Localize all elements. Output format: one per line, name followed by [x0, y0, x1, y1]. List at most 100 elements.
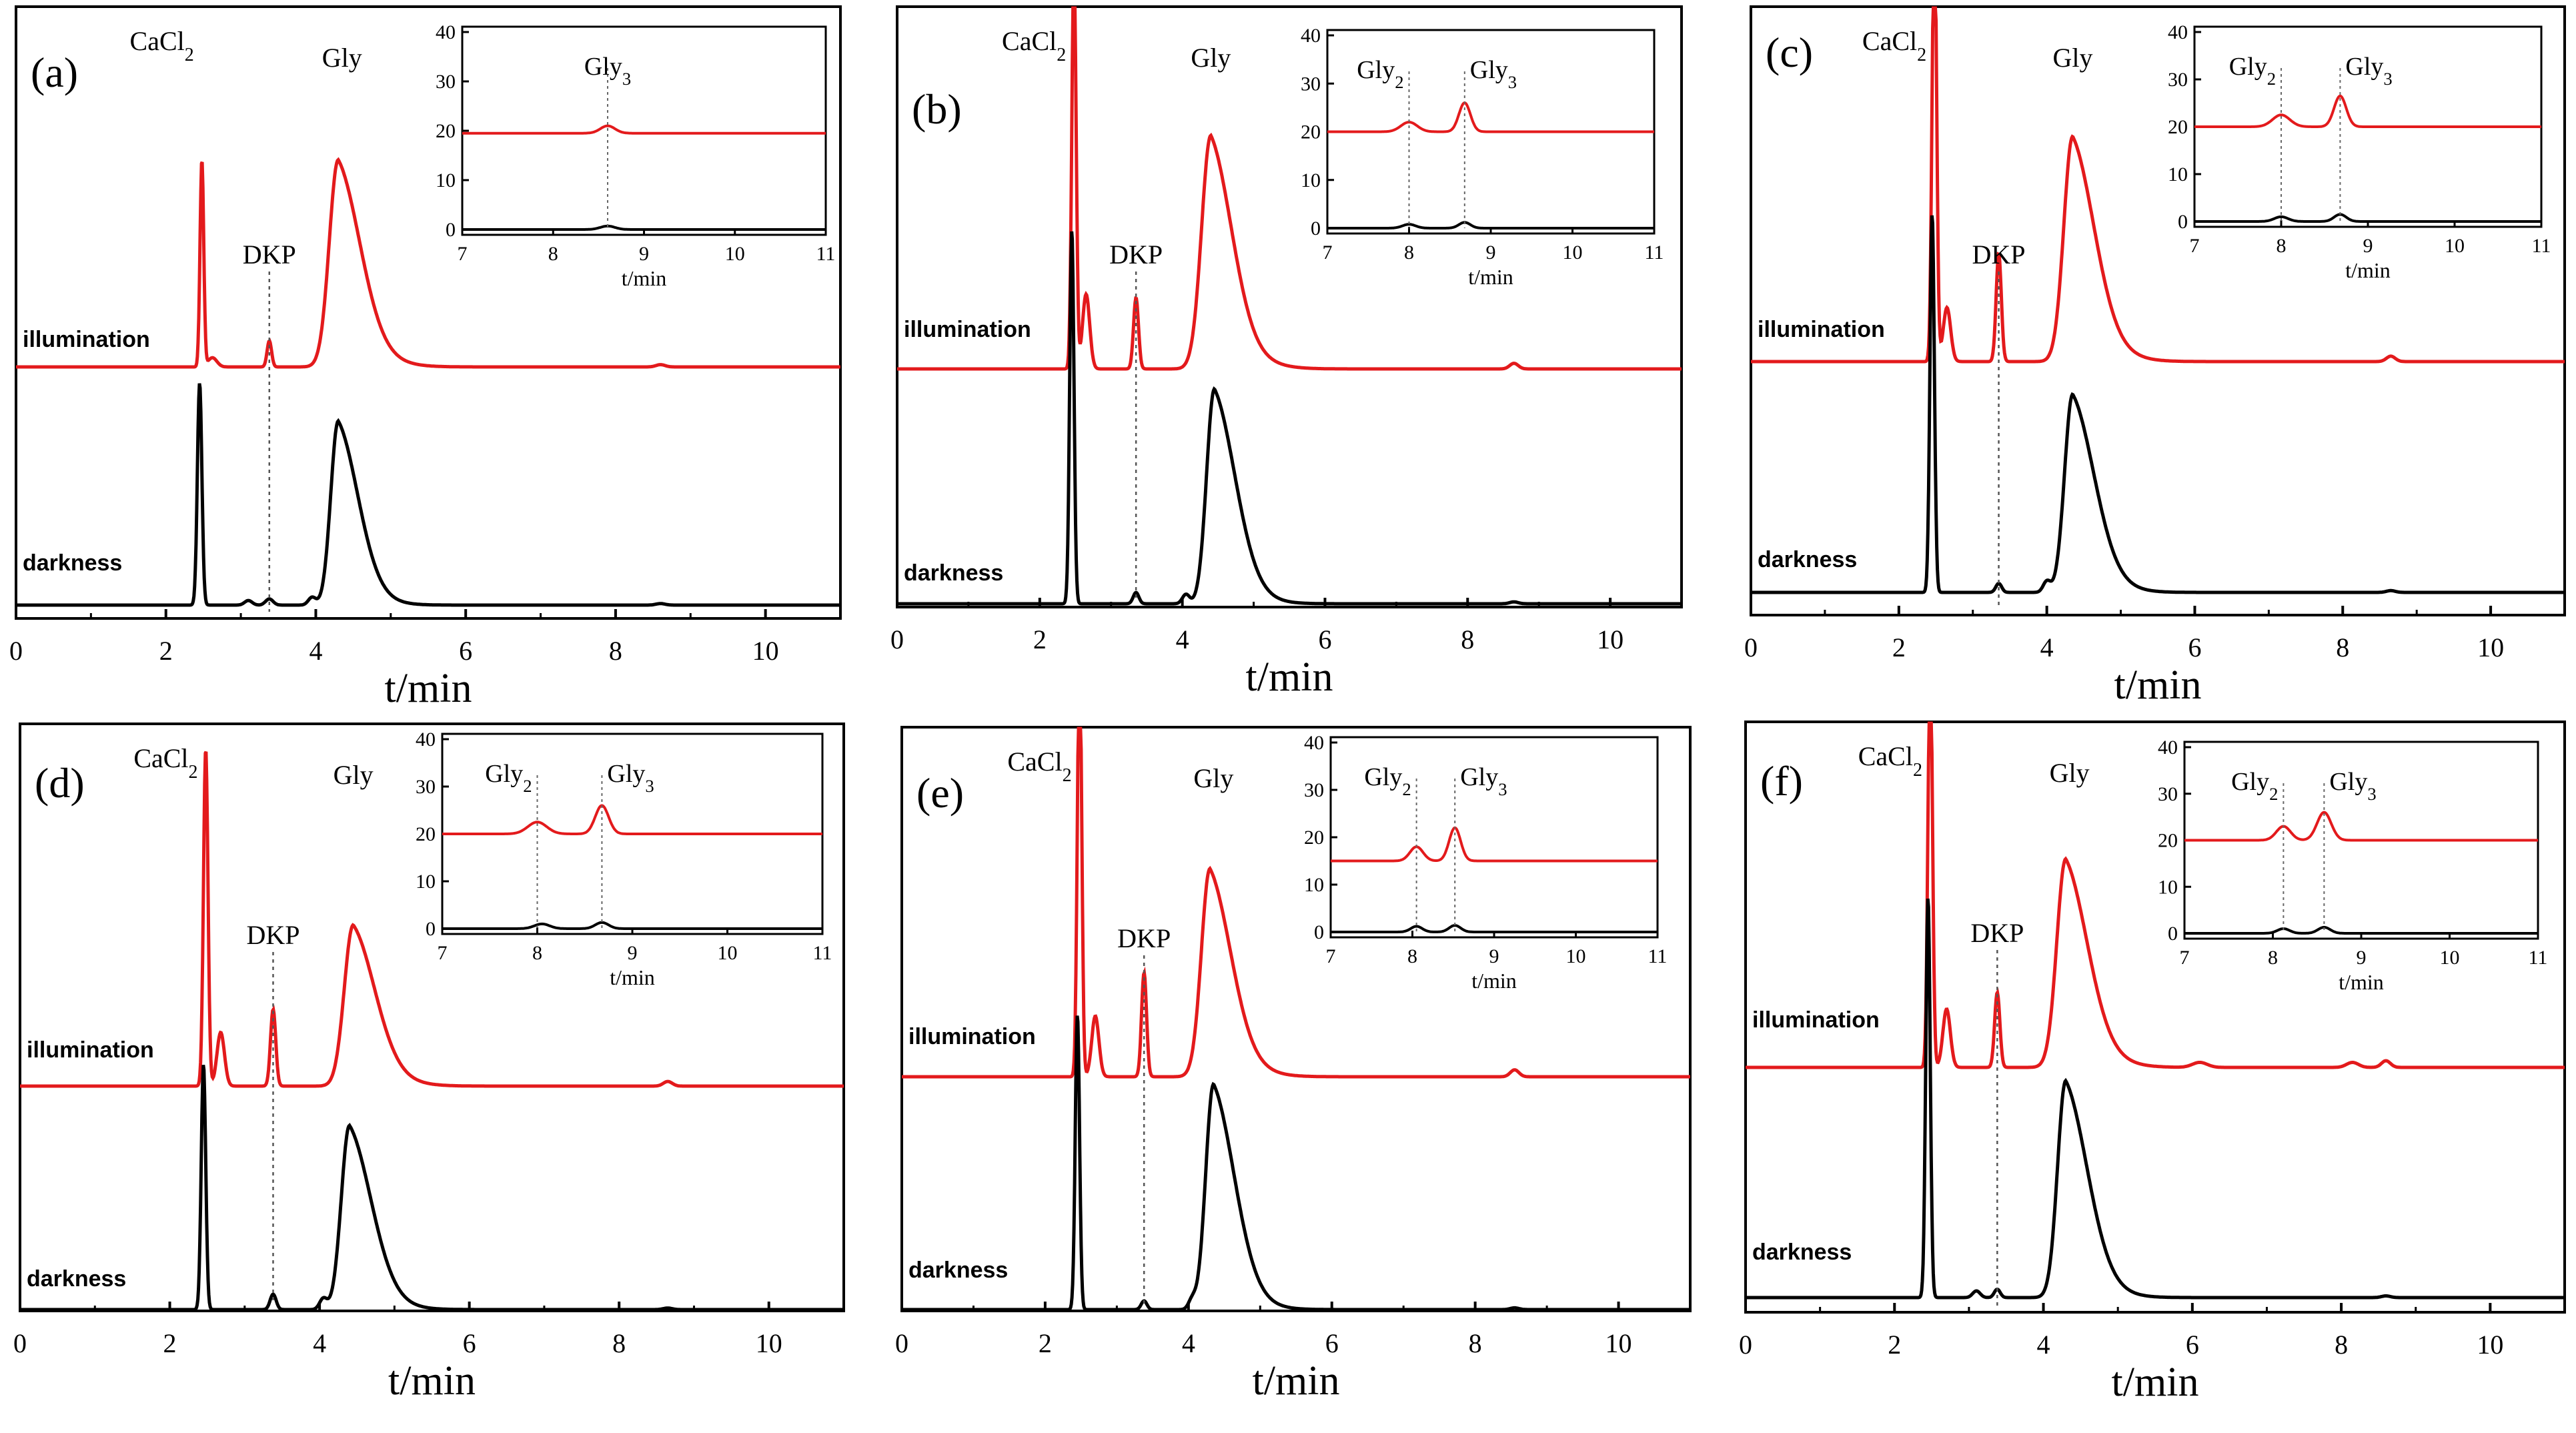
x-tick-label: 6: [2188, 632, 2201, 662]
peak-annotation: DKP: [1972, 240, 2026, 270]
inset-x-tick-label: 10: [1566, 945, 1586, 967]
inset-series-line-illumination: [1331, 826, 1658, 863]
peak-annotation: CaCl2: [1007, 747, 1071, 786]
inset-peak-annotation: Gly2: [1357, 56, 1403, 92]
panel-f: 0 2 4 6 8 10t/min(f)illuminationdarknessCaCl2…: [1739, 721, 2566, 1405]
inset-x-tick-label: 11: [813, 942, 832, 964]
panel-label: (d): [35, 759, 85, 807]
inset-x-tick-label: 9: [2363, 235, 2373, 257]
x-tick-label: 10: [1597, 624, 1624, 654]
inset-peak-annotation-main: Gly: [1470, 56, 1508, 84]
inset-peak-annotation: Gly3: [607, 760, 654, 796]
inset-peak-annotation-main: Gly: [584, 53, 622, 81]
inset-frame: [1329, 736, 1659, 939]
x-tick-label: 2: [159, 636, 173, 666]
inset-peak-annotation-subscript: 2: [1402, 779, 1411, 799]
inset-peak-annotation-main: Gly: [2231, 768, 2269, 796]
panel-e: 0 2 4 6 8 10t/min(e)illuminationdarknessCaCl2…: [895, 726, 1692, 1404]
series-label-darkness: darkness: [1752, 1240, 1852, 1265]
x-axis-label: t/min: [2112, 1360, 2199, 1405]
inset-y-tick-label: 0: [2178, 211, 2188, 233]
inset-x-tick-label: 9: [1486, 242, 1496, 264]
inset-y-tick-label: 10: [416, 871, 436, 893]
inset-x-tick-label: 7: [438, 942, 448, 964]
plot-frame: [1744, 721, 2566, 1314]
panel-b: 0 2 4 6 8 10t/min(b)illuminationdarknessCaCl2…: [890, 5, 1683, 700]
peak-annotation-main: DKP: [246, 920, 299, 950]
series-line-darkness: [897, 231, 1682, 606]
series-label-illumination: illumination: [23, 327, 150, 352]
inset-peak-annotation-main: Gly: [1364, 763, 1402, 791]
inset-x-tick-label: 7: [458, 243, 468, 265]
x-tick-label: 0: [895, 1328, 908, 1358]
peak-annotation-main: Gly: [1193, 763, 1233, 793]
x-tick-label: 8: [2335, 1330, 2348, 1360]
peak-annotation-main: CaCl: [1002, 26, 1057, 56]
x-tick-label: 4: [313, 1328, 326, 1358]
inset-y-tick-label: 10: [436, 169, 456, 191]
peak-annotation-main: Gly: [2052, 43, 2092, 73]
inset-y-tick-label: 30: [1304, 779, 1324, 801]
peak-annotation-main: DKP: [1972, 240, 2026, 270]
inset-peak-annotation: Gly3: [2345, 53, 2392, 89]
inset-peak-annotation-main: Gly: [2345, 53, 2383, 81]
inset-y-tick-label: 40: [1304, 732, 1324, 754]
inset-y-tick-label: 40: [416, 729, 436, 751]
inset-x-tick-label: 11: [1648, 945, 1668, 967]
series-label-darkness: darkness: [23, 550, 122, 576]
series-line-darkness: [1746, 898, 2565, 1300]
inset-peak-annotation: Gly2: [2231, 768, 2278, 804]
panel-a: 0 2 4 6 8 10t/min(a)illuminationdarknessCaCl2…: [9, 5, 842, 711]
panel-c: 0 2 4 6 8 10t/min(c)illuminationdarknessCaCl2…: [1744, 5, 2566, 708]
inset-series-line-illumination: [442, 804, 822, 835]
series-line-illumination: [902, 727, 1690, 1079]
peak-annotation-main: CaCl: [1858, 741, 1913, 771]
peak-annotation: DKP: [1109, 240, 1163, 270]
peak-annotation: Gly: [1191, 43, 1231, 73]
x-tick-label: 6: [463, 1328, 476, 1358]
inset-y-tick-label: 20: [436, 120, 456, 142]
inset-series-line-darkness: [2194, 213, 2541, 223]
inset-peak-annotation: Gly3: [2329, 768, 2376, 804]
x-tick-label: 10: [752, 636, 779, 666]
inset-peak-annotation: Gly2: [2229, 53, 2276, 89]
peak-annotation-main: DKP: [1970, 918, 2024, 948]
inset-x-tick-label: 8: [2277, 235, 2287, 257]
series-line-illumination: [16, 157, 840, 369]
inset-series-line-darkness: [2184, 925, 2538, 935]
peak-annotation: CaCl2: [133, 743, 197, 783]
peak-annotation-main: CaCl: [130, 26, 185, 56]
plot-frame: [896, 5, 1683, 608]
inset-y-tick-label: 30: [416, 776, 436, 798]
inset-x-tick-label: 7: [1323, 242, 1333, 264]
peak-annotation: Gly: [1193, 763, 1233, 793]
x-tick-label: 6: [1325, 1328, 1339, 1358]
series-line-darkness: [16, 383, 840, 607]
inset-x-tick-label: 8: [532, 942, 542, 964]
inset-x-axis-label: t/min: [610, 965, 655, 989]
inset-x-tick-label: 11: [2529, 947, 2548, 969]
inset-series-line-illumination: [1327, 101, 1654, 133]
x-tick-label: 6: [2186, 1330, 2199, 1360]
plot-frame: [900, 726, 1692, 1312]
peak-annotation: Gly: [2050, 758, 2090, 788]
inset-x-axis-label: t/min: [2339, 970, 2384, 994]
series-line-darkness: [902, 1015, 1690, 1312]
inset-peak-annotation: Gly3: [1470, 56, 1517, 92]
inset-peak-annotation-subscript: 2: [1395, 72, 1403, 92]
inset-y-tick-label: 10: [1301, 169, 1321, 191]
x-tick-label: 4: [2037, 1330, 2050, 1360]
inset-y-tick-label: 0: [2168, 923, 2178, 945]
inset-peak-annotation-subscript: 3: [645, 776, 654, 796]
x-tick-label: 4: [1176, 624, 1189, 654]
inset-x-tick-label: 9: [628, 942, 638, 964]
peak-annotation-main: Gly: [322, 43, 362, 73]
x-tick-label: 0: [13, 1328, 27, 1358]
x-tick-label: 2: [1033, 624, 1047, 654]
peak-annotation: DKP: [1117, 923, 1171, 953]
inset-x-tick-label: 9: [1489, 945, 1499, 967]
inset-series-line-illumination: [2194, 94, 2541, 128]
x-tick-label: 6: [459, 636, 472, 666]
inset-peak-annotation-subscript: 2: [523, 776, 532, 796]
series-label-illumination: illumination: [27, 1037, 154, 1063]
